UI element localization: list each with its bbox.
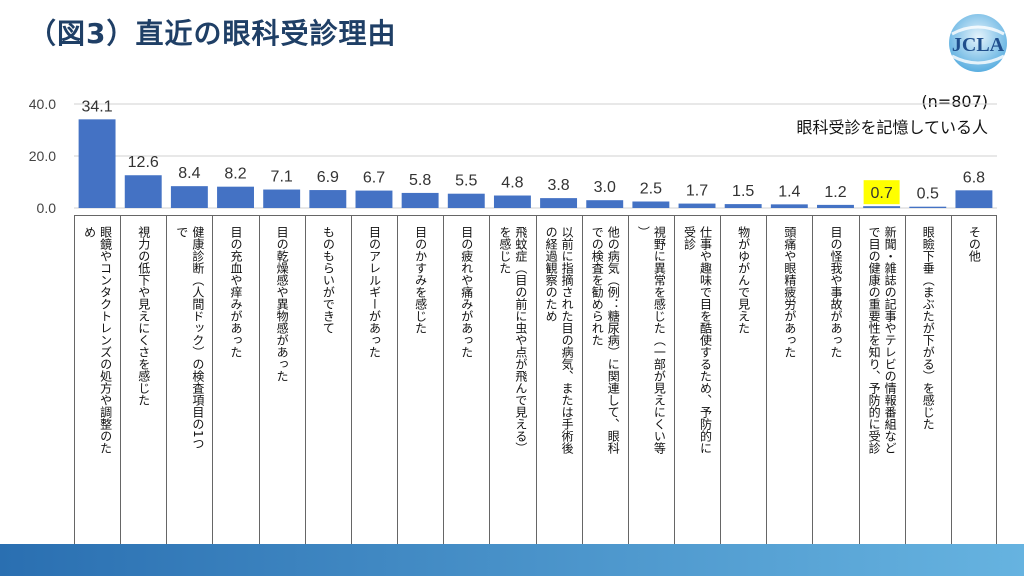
category-cell: 以前に指摘された目の病気、または手術後 の経過観察のため [535,215,582,547]
category-label: 眼瞼下垂（まぶたが下がる）を感じた [921,226,936,430]
bar [863,206,901,208]
category-label: 目の充血や痒みがあった [229,226,243,358]
category-cell: 物がゆがんで見えた [720,215,767,547]
category-label: 視力の低下や見えにくさを感じた [136,226,151,406]
bar [632,201,670,208]
category-cell: その他 [950,215,997,547]
category-label: ものもらいができて [321,226,336,334]
category-cell: 目のアレルギーがあった [350,215,398,547]
category-cell: 視力の低下や見えにくさを感じた [120,215,167,547]
jcla-logo: JCLA [949,14,1007,72]
category-cell: 健康診断（人間ドック）の検査項目の1つで [166,215,213,547]
category-cell: 目の充血や痒みがあった [212,215,259,547]
bar [263,189,301,208]
bar [724,204,762,208]
category-label: 目の怪我や事故があった [828,226,843,358]
category-cell: 目の乾燥感や異物感があった [258,215,305,547]
category-cell: ものもらいができて [304,215,351,547]
bar [493,195,531,208]
bar-value-label: 6.7 [363,170,385,187]
category-label: その他 [967,226,982,262]
category-label: 目のかすみを感じた [413,226,428,334]
category-label: 飛蚊症（目の前に虫や点が飛んで見える） を感じた [497,226,528,454]
bar [909,206,947,208]
category-label: 他の病気（例：糖尿病）に関連して、眼科 での検査を勧められた [590,226,621,454]
bar-value-label: 0.5 [917,186,939,203]
category-cell: 仕事や趣味で目を酷使するため、予防的に 受診 [673,215,721,547]
bar [540,198,578,208]
bar-value-label: 8.2 [224,166,246,183]
bar [955,190,993,208]
bar [217,186,254,208]
bar [817,204,854,208]
category-label: 以前に指摘された目の病気、または手術後 の経過観察のため [544,226,575,454]
bar [355,190,393,208]
bar-value-label: 1.4 [778,183,800,200]
bar [770,204,808,208]
bar-chart: 0.0 20.0 40.0 34.1 12.6 8.4 8.2 7.1 6.9 6.7 5.8 5.5… [29,96,997,215]
category-cell: 頭痛や眼精疲労があった [766,215,813,547]
category-cell: 目のかすみを感じた [397,215,444,547]
bottom-band [0,544,1024,576]
bar-value-label: 7.1 [271,169,293,186]
category-label: 視野に異常を感じた（一部が見えにくい等） [636,226,667,454]
bar-value-label: 3.0 [594,179,616,196]
category-label: 目のアレルギーがあった [367,226,382,358]
bar-value-label: 12.6 [128,154,159,171]
bar [401,192,439,208]
category-cell: 視野に異常を感じた（一部が見えにくい等） [627,215,674,547]
bar-value-label: 3.8 [547,177,569,194]
sample-size: (n=807) [921,92,988,111]
category-cell: 目の疲れや痛みがあった [443,215,490,547]
y-tick-label: 0.0 [37,200,57,215]
category-label: 目の疲れや痛みがあった [459,226,474,358]
y-tick-label: 20.0 [29,148,56,164]
category-label: 眼鏡やコンタクトレンズの処方や調整のため [82,226,113,454]
category-cell: 眼瞼下垂（まぶたが下がる）を感じた [904,215,951,547]
category-cell: 他の病気（例：糖尿病）に関連して、眼科 での検査を勧められた [581,215,628,547]
category-label: 物がゆがんで見えた [736,226,751,334]
value-highlight [863,180,900,205]
bar-value-label: 0.7 [871,185,893,202]
bar [309,190,347,208]
bar-value-label: 5.8 [409,172,431,189]
category-label: 目の乾燥感や異物感があった [275,226,290,382]
bar-value-label: 2.5 [640,181,662,198]
page-title: （図3）直近の眼科受診理由 [28,17,397,50]
category-label: 健康診断（人間ドック）の検査項目の1つで [174,226,205,450]
bar [124,175,162,208]
bar-value-label: 1.5 [732,183,754,200]
logo-text: JCLA [952,34,1005,56]
bar-value-label: 34.1 [82,98,113,115]
bar [170,186,208,208]
bar-value-label: 1.2 [824,184,846,201]
bar-value-label: 4.8 [501,175,523,192]
bar-value-label: 1.7 [686,183,708,200]
bar [447,193,485,208]
bar [586,200,624,208]
bar [678,203,716,208]
bar-value-label: 8.4 [178,165,200,182]
category-label: 仕事や趣味で目を酷使するため、予防的に 受診 [682,226,713,454]
category-label: 頭痛や眼精疲労があった [782,226,797,358]
category-cell: 眼鏡やコンタクトレンズの処方や調整のため [74,215,121,547]
bar-value-label: 6.9 [317,169,339,186]
bar [78,119,116,208]
bar-value-label: 6.8 [963,169,985,186]
category-cell: 新聞・雑誌の記事やテレビの情報番組など で目の健康の重要性を知り、予防的に受診 [858,215,905,547]
bar-value-label: 5.5 [455,173,477,190]
category-cell: 飛蚊症（目の前に虫や点が飛んで見える） を感じた [489,215,536,547]
category-label: 新聞・雑誌の記事やテレビの情報番組など で目の健康の重要性を知り、予防的に受診 [867,226,898,454]
sample-subject: 眼科受診を記憶している人 [796,118,988,137]
category-cell: 目の怪我や事故があった [812,215,859,547]
y-tick-label: 40.0 [29,96,56,112]
